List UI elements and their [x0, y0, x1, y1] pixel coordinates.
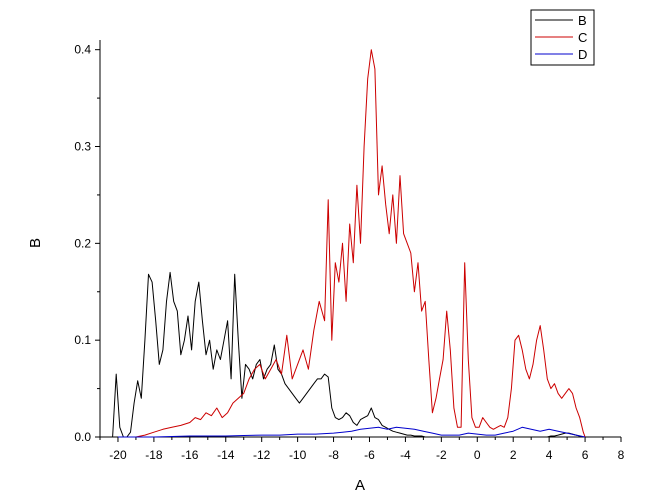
x-tick-label: -16: [181, 448, 199, 462]
y-tick-label: 0.2: [74, 236, 91, 250]
x-tick-label: 6: [582, 448, 589, 462]
x-axis-title: A: [355, 477, 365, 494]
legend-label-d: D: [578, 47, 587, 62]
x-tick-label: -6: [364, 448, 375, 462]
x-tick-label: -14: [217, 448, 235, 462]
x-tick-label: -10: [289, 448, 307, 462]
x-tick-label: 0: [474, 448, 481, 462]
x-tick-label: 2: [510, 448, 517, 462]
legend-label-b: B: [578, 13, 587, 28]
x-tick-label: -4: [400, 448, 411, 462]
series-line-d: [118, 426, 586, 438]
y-tick-label: 0.0: [74, 430, 91, 444]
series-line-c: [118, 49, 586, 438]
legend-label-c: C: [578, 30, 587, 45]
legend: BCD: [530, 9, 595, 66]
y-tick-label: 0.1: [74, 333, 91, 347]
y-axis-title: B: [27, 238, 44, 248]
x-tick-label: 8: [618, 448, 625, 462]
x-tick-label: -18: [145, 448, 163, 462]
x-tick-label: -8: [328, 448, 339, 462]
y-tick-label: 0.4: [74, 43, 91, 57]
x-tick-label: 4: [546, 448, 553, 462]
x-tick-label: -2: [436, 448, 447, 462]
axes: -20 -18 -16 -14 -12 -10 -8 -6 -4 -2 0 2 4 6 80.00.10.2…: [74, 40, 625, 462]
x-tick-label: -20: [109, 448, 127, 462]
series-line-b: [112, 271, 586, 438]
x-tick-label: -12: [253, 448, 271, 462]
y-tick-label: 0.3: [74, 140, 91, 154]
plot-lines: [112, 49, 586, 438]
